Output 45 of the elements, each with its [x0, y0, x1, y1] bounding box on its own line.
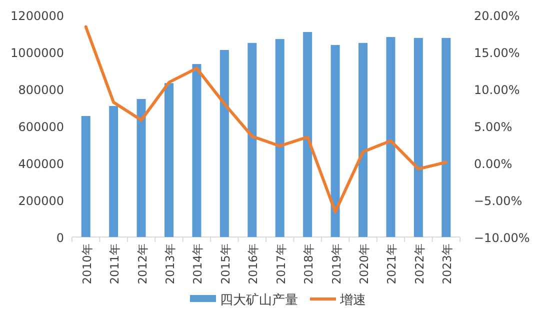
bar	[248, 42, 257, 237]
y2-tick-label: −5.00%	[474, 194, 522, 208]
y-tick-label: 0	[56, 231, 64, 245]
x-tick-label: 2012年	[135, 243, 150, 284]
x-tick-label: 2022年	[412, 243, 426, 284]
y-tick-label: 1200000	[10, 9, 64, 23]
y2-tick-label: −10.00%	[474, 231, 530, 245]
bar	[164, 83, 174, 237]
x-tick-label: 2023年	[440, 243, 454, 284]
y2-tick-label: 0.00%	[474, 157, 512, 171]
bar	[275, 39, 284, 237]
legend-label: 四大矿山产量	[220, 293, 298, 308]
y-tick-label: 800000	[18, 83, 64, 97]
line-series	[84, 25, 448, 214]
bar	[386, 37, 396, 237]
x-tick-label: 2017年	[274, 243, 288, 284]
y2-tick-label: 20.00%	[474, 9, 520, 23]
y2-tick-label: 15.00%	[474, 46, 520, 60]
y-tick-label: 600000	[18, 120, 64, 134]
bar	[136, 98, 146, 237]
x-tick-label: 2021年	[384, 243, 399, 284]
bar	[303, 32, 312, 237]
y-tick-label: 200000	[18, 194, 64, 208]
bar	[442, 38, 451, 237]
bar	[192, 64, 202, 237]
x-tick-label: 2015年	[218, 243, 232, 284]
x-tick-label: 2014年	[190, 243, 205, 284]
x-tick-label: 2018年	[302, 243, 316, 284]
x-tick-label: 2010年	[80, 243, 94, 284]
x-tick-label: 2013年	[163, 243, 177, 284]
x-tick-label: 2016年	[246, 243, 260, 284]
y2-tick-label: 10.00%	[474, 83, 520, 97]
x-tick-label: 2019年	[329, 243, 344, 284]
bar	[358, 42, 368, 237]
bar	[81, 116, 90, 237]
y-tick-label: 1000000	[10, 46, 64, 60]
x-tick-label: 2020年	[357, 243, 371, 284]
bar	[414, 38, 423, 237]
bar	[220, 50, 229, 237]
y-tick-label: 400000	[18, 157, 64, 171]
legend-label: 增速	[339, 293, 366, 308]
y2-tick-label: 5.00%	[474, 120, 512, 134]
x-tick-label: 2011年	[108, 243, 122, 284]
bar	[109, 106, 118, 237]
bar	[330, 44, 340, 237]
